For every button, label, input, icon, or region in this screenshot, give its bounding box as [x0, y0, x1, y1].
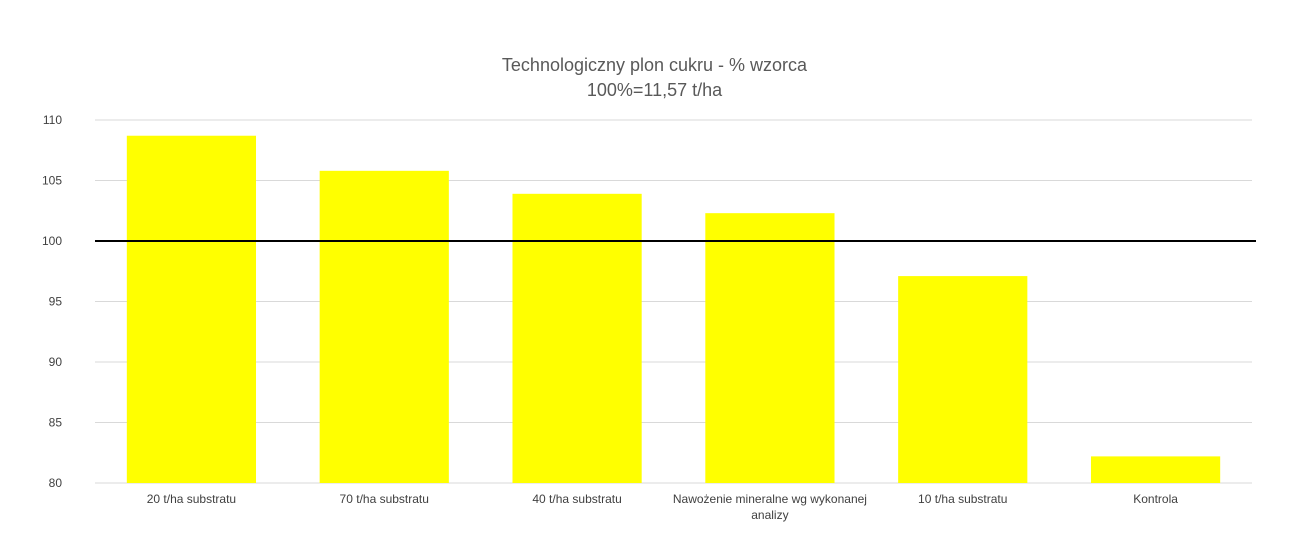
x-tick-label-line: analizy [751, 508, 788, 522]
bar [1090, 456, 1221, 483]
y-tick-label: 110 [43, 113, 62, 127]
x-tick-label-line: 10 t/ha substratu [918, 492, 1007, 506]
x-tick-label: 20 t/ha substratu [147, 492, 236, 506]
x-tick-label: Kontrola [1133, 492, 1178, 506]
y-tick-label: 80 [49, 476, 63, 490]
x-tick-label: Nawożenie mineralne wg wykonanej analizy [673, 492, 867, 522]
gridlines [95, 119, 1252, 484]
y-tick-label: 105 [42, 174, 62, 188]
bar [319, 170, 449, 483]
x-axis-ticks: 20 t/ha substratu 70 t/ha substratu 40 t/h… [147, 492, 1179, 522]
y-axis-ticks: 80 85 90 95 100 105 110 [42, 113, 62, 490]
x-tick-label-line: Nawożenie mineralne wg wykonanej [673, 492, 867, 506]
bar [126, 135, 257, 484]
x-tick-label-line: 70 t/ha substratu [340, 492, 429, 506]
chart-subtitle: 100%=11,57 t/ha [586, 80, 723, 100]
x-tick-label: 10 t/ha substratu [918, 492, 1007, 506]
x-tick-label-line: Kontrola [1133, 492, 1178, 506]
bar [898, 276, 1028, 483]
bars [126, 135, 1221, 484]
y-tick-label: 100 [42, 234, 62, 248]
x-tick-label: 70 t/ha substratu [340, 492, 429, 506]
x-tick-label: 40 t/ha substratu [532, 492, 621, 506]
bar [705, 213, 835, 484]
x-tick-label-line: 40 t/ha substratu [532, 492, 621, 506]
y-tick-label: 95 [49, 295, 63, 309]
y-tick-label: 90 [49, 355, 63, 369]
x-tick-label-line: 20 t/ha substratu [147, 492, 236, 506]
y-tick-label: 85 [49, 416, 63, 430]
bar [512, 193, 642, 483]
chart-title: Technologiczny plon cukru - % wzorca [501, 55, 808, 75]
